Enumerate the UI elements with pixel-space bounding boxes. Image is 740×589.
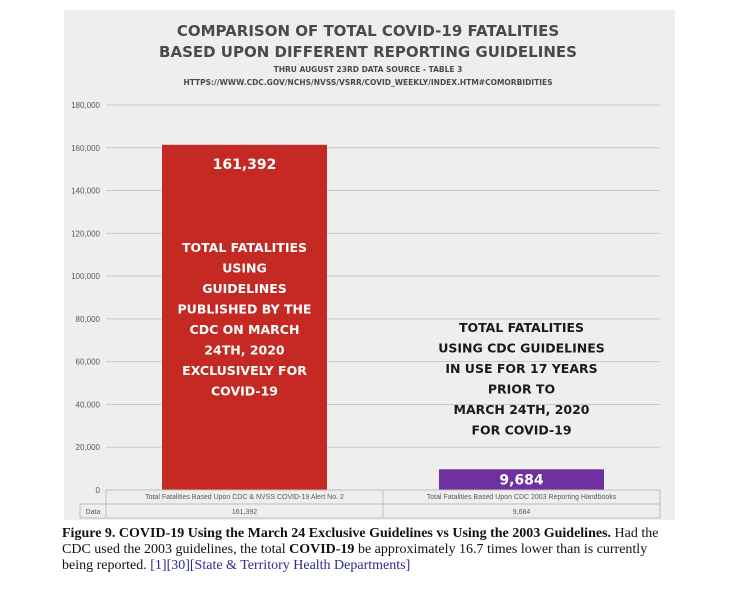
y-tick-label: 140,000 (71, 187, 100, 196)
data-table-value-1: 161,392 (232, 509, 257, 516)
bar-2-annotation-line: PRIOR TO (488, 382, 555, 397)
chart: COMPARISON OF TOTAL COVID-19 FATALITIES B… (64, 10, 675, 520)
y-tick-label: 60,000 (76, 358, 101, 367)
bar-2-annotation-line: IN USE FOR 17 YEARS (445, 361, 597, 376)
chart-subtitle-line-2: HTTPS://WWW.CDC.GOV/NCHS/NVSS/VSRR/COVID… (183, 78, 552, 87)
caption-bold-text: COVID-19 Using the March 24 Exclusive Gu… (118, 526, 612, 541)
bar-1-annotation-line: CDC ON MARCH (190, 322, 300, 337)
y-tick-label: 180,000 (71, 101, 100, 110)
bar-value-label-2: 9,684 (499, 472, 544, 488)
caption-refs[interactable]: [1][30][State & Territory Health Departm… (150, 558, 411, 573)
data-table-row-label: Data (86, 509, 101, 516)
caption-bold-term: COVID-19 (289, 542, 355, 557)
y-tick-label: 100,000 (71, 272, 100, 281)
figure-caption: Figure 9. COVID-19 Using the March 24 Ex… (62, 526, 672, 574)
bar-1 (162, 144, 327, 490)
bar-value-label-1: 161,392 (213, 157, 277, 173)
y-tick-label: 80,000 (76, 315, 101, 324)
data-table-value-2: 9,684 (513, 509, 531, 516)
bar-1-annotation-line: PUBLISHED BY THE (178, 302, 312, 317)
chart-title-line-2: BASED UPON DIFFERENT REPORTING GUIDELINE… (159, 43, 577, 61)
bar-2-annotation-line: MARCH 24TH, 2020 (454, 402, 590, 417)
bar-1-annotation-line: EXCLUSIVELY FOR (182, 363, 307, 378)
bar-2-annotation-line: USING CDC GUIDELINES (438, 341, 605, 356)
chart-title-line-1: COMPARISON OF TOTAL COVID-19 FATALITIES (177, 22, 559, 40)
y-tick-label: 120,000 (71, 229, 100, 238)
caption-label: Figure 9. (62, 526, 116, 541)
caption-text-1: Had the CDC used the 2003 guidelines, th… (62, 526, 659, 557)
y-tick-label: 160,000 (71, 144, 100, 153)
caption-text-2: be approximately 16.7 times lower than i… (62, 542, 648, 573)
y-tick-label: 20,000 (76, 443, 101, 452)
bar-1-annotation-line: TOTAL FATALITIES (182, 240, 307, 255)
bar-2 (439, 469, 604, 490)
category-label-1: Total Fatalities Based Upon CDC & NVSS C… (145, 494, 344, 501)
y-tick-label: 40,000 (76, 400, 101, 409)
bar-2-annotation-line: FOR COVID-19 (471, 423, 571, 438)
bar-1-annotation-line: 24TH, 2020 (204, 343, 285, 358)
category-label-2: Total Fatalities Based Upon CDC 2003 Rep… (427, 494, 617, 501)
chart-subtitle-line-1: THRU AUGUST 23RD DATA SOURCE - TABLE 3 (274, 65, 463, 74)
bar-1-annotation-line: USING (222, 261, 267, 276)
bar-1-annotation-line: COVID-19 (211, 384, 278, 399)
y-tick-label: 0 (96, 486, 101, 495)
bar-1-annotation-line: GUIDELINES (202, 281, 287, 296)
bar-2-annotation-line: TOTAL FATALITIES (459, 320, 584, 335)
